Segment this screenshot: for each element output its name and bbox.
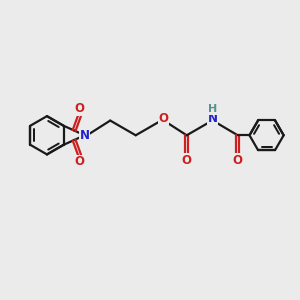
Text: N: N <box>80 129 90 142</box>
Text: O: O <box>159 112 169 125</box>
Text: O: O <box>75 155 85 168</box>
Text: O: O <box>75 102 85 115</box>
Text: O: O <box>233 154 243 166</box>
Text: N: N <box>208 112 218 125</box>
Text: H: H <box>208 104 218 114</box>
Text: O: O <box>182 154 192 166</box>
